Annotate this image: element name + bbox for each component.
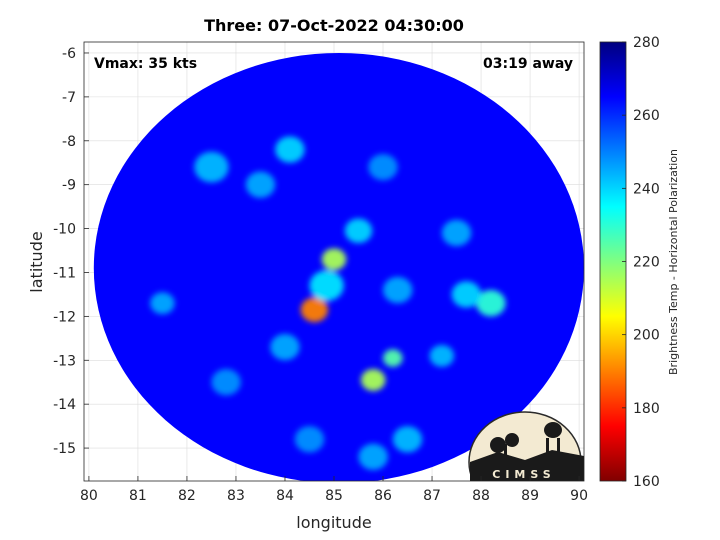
x-tick-label: 85 (325, 488, 343, 504)
x-tick-label: 90 (570, 488, 588, 504)
colorbar-tick-label: 220 (633, 255, 660, 271)
colorbar-label: Brightness Temp - Horizontal Polarizatio… (667, 149, 680, 375)
x-axis-label: longitude (296, 513, 371, 532)
y-tick-label: -14 (53, 397, 76, 413)
y-tick-label: -12 (53, 309, 76, 325)
feature-cell (275, 136, 305, 163)
feature-cell (368, 153, 398, 181)
feature-cell (358, 443, 388, 471)
y-tick-label: -13 (53, 353, 76, 369)
feature-cell (194, 151, 229, 183)
feature-cell (392, 426, 423, 453)
x-tick-label: 89 (521, 488, 539, 504)
feature-cell (441, 219, 472, 247)
colorbar (599, 41, 627, 482)
x-tick-label: 88 (472, 488, 490, 504)
features (150, 136, 506, 471)
colorbar-tick-label: 180 (633, 401, 660, 417)
feature-cell (383, 349, 403, 367)
feature-cell (211, 369, 241, 396)
y-tick-label: -8 (62, 134, 76, 150)
feature-cell (451, 281, 482, 308)
x-tick-label: 81 (129, 488, 147, 504)
y-tick-label: -7 (62, 90, 76, 106)
colorbar-tick-label: 200 (633, 328, 660, 344)
feature-cell (476, 290, 506, 317)
feature-cell (429, 344, 455, 367)
colorbar-axis: 160 180 200 220 240 260 280 (622, 35, 660, 490)
feature-cell (383, 276, 413, 304)
time-away-annotation: 03:19 away (483, 56, 573, 72)
x-tick-label: 84 (276, 488, 294, 504)
feature-cell (294, 426, 325, 453)
feature-cell (344, 218, 373, 244)
vmax-annotation: Vmax: 35 kts (94, 56, 197, 72)
feature-cell (321, 248, 347, 271)
feature-cell (309, 270, 344, 302)
y-tick-label: -9 (62, 178, 76, 194)
x-tick-label: 86 (374, 488, 392, 504)
feature-cell (270, 333, 300, 361)
feature-cell (150, 292, 175, 315)
x-tick-label: 80 (80, 488, 98, 504)
colorbar-tick-label: 240 (633, 181, 660, 197)
chart-title: Three: 07-Oct-2022 04:30:00 (204, 16, 464, 35)
colorbar-tick-label: 260 (633, 108, 660, 124)
colorbar-tick-label: 280 (633, 35, 660, 51)
colorbar-tick-label: 160 (633, 474, 660, 490)
x-tick-label: 83 (227, 488, 245, 504)
feature-cell (360, 369, 386, 392)
cimss-logo: CIMSS (468, 411, 584, 481)
y-tick-label: -6 (62, 46, 76, 62)
y-axis-label: latitude (27, 231, 46, 292)
x-axis: 80 81 82 83 84 85 86 87 88 89 90 (80, 476, 588, 504)
x-tick-label: 87 (423, 488, 441, 504)
logo-text: CIMSS (492, 468, 555, 481)
y-axis: -6 -7 -8 -9 -10 -11 -12 -13 -14 -15 (53, 46, 89, 457)
feature-cell (245, 171, 276, 198)
swath (93, 53, 584, 481)
y-tick-label: -15 (53, 441, 76, 457)
y-tick-label: -10 (53, 222, 76, 238)
feature-cell (300, 297, 329, 323)
x-tick-label: 82 (178, 488, 196, 504)
y-tick-label: -11 (53, 265, 76, 281)
